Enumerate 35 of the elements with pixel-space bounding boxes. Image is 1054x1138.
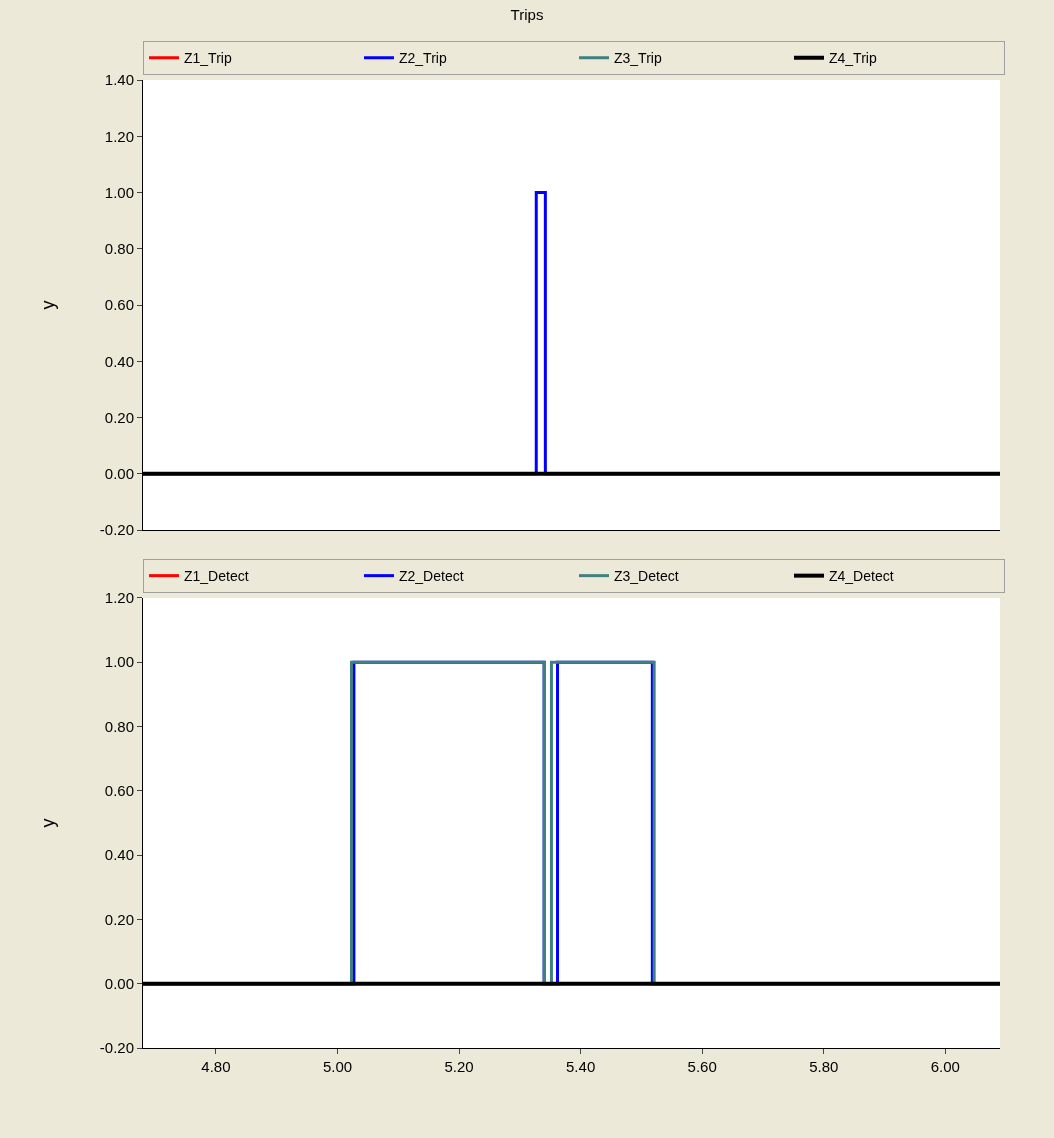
x-tick-label: 5.60 bbox=[687, 1058, 717, 1075]
legend-label: Z3_Detect bbox=[614, 568, 679, 585]
y-tick-label: 1.20 bbox=[104, 127, 134, 145]
legend-label: Z3_Trip bbox=[614, 50, 662, 67]
y-tick-label: 0.00 bbox=[104, 465, 134, 483]
y-tick-label: 1.20 bbox=[104, 589, 134, 607]
y-tick-label: 0.80 bbox=[104, 717, 134, 735]
chart-title: Trips bbox=[510, 5, 544, 23]
legend-label: Z1_Trip bbox=[184, 50, 232, 67]
x-tick-label: 4.80 bbox=[201, 1058, 231, 1075]
y-tick-label: 1.00 bbox=[104, 653, 134, 671]
y-tick-label: 0.80 bbox=[104, 240, 134, 258]
legend-label: Z4_Detect bbox=[829, 568, 894, 585]
y-tick-label: 0.40 bbox=[104, 846, 134, 864]
y-tick-label: 0.00 bbox=[104, 974, 134, 992]
y-tick-label: 1.00 bbox=[104, 183, 134, 201]
y-tick-label: -0.20 bbox=[99, 1039, 134, 1057]
y-tick-label: 0.20 bbox=[104, 910, 134, 928]
y-tick-label: -0.20 bbox=[99, 521, 134, 539]
legend-label: Z4_Trip bbox=[829, 50, 877, 67]
x-tick-label: 5.00 bbox=[322, 1058, 353, 1075]
y-tick-label: 0.60 bbox=[104, 782, 134, 800]
legend-label: Z2_Trip bbox=[399, 50, 447, 67]
y-axis-title: y bbox=[38, 300, 58, 310]
y-tick-label: 0.40 bbox=[104, 352, 134, 370]
x-tick-label: 6.00 bbox=[930, 1058, 960, 1075]
x-tick-label: 5.40 bbox=[566, 1058, 596, 1075]
legend-label: Z2_Detect bbox=[399, 568, 464, 585]
y-tick-label: 0.60 bbox=[104, 296, 134, 314]
x-tick-label: 5.80 bbox=[809, 1058, 839, 1075]
x-tick-label: 5.20 bbox=[444, 1058, 474, 1075]
y-tick-label: 1.40 bbox=[104, 71, 134, 89]
legend-label: Z1_Detect bbox=[184, 568, 249, 585]
y-axis-title: y bbox=[38, 818, 58, 828]
y-tick-label: 0.20 bbox=[104, 408, 134, 426]
